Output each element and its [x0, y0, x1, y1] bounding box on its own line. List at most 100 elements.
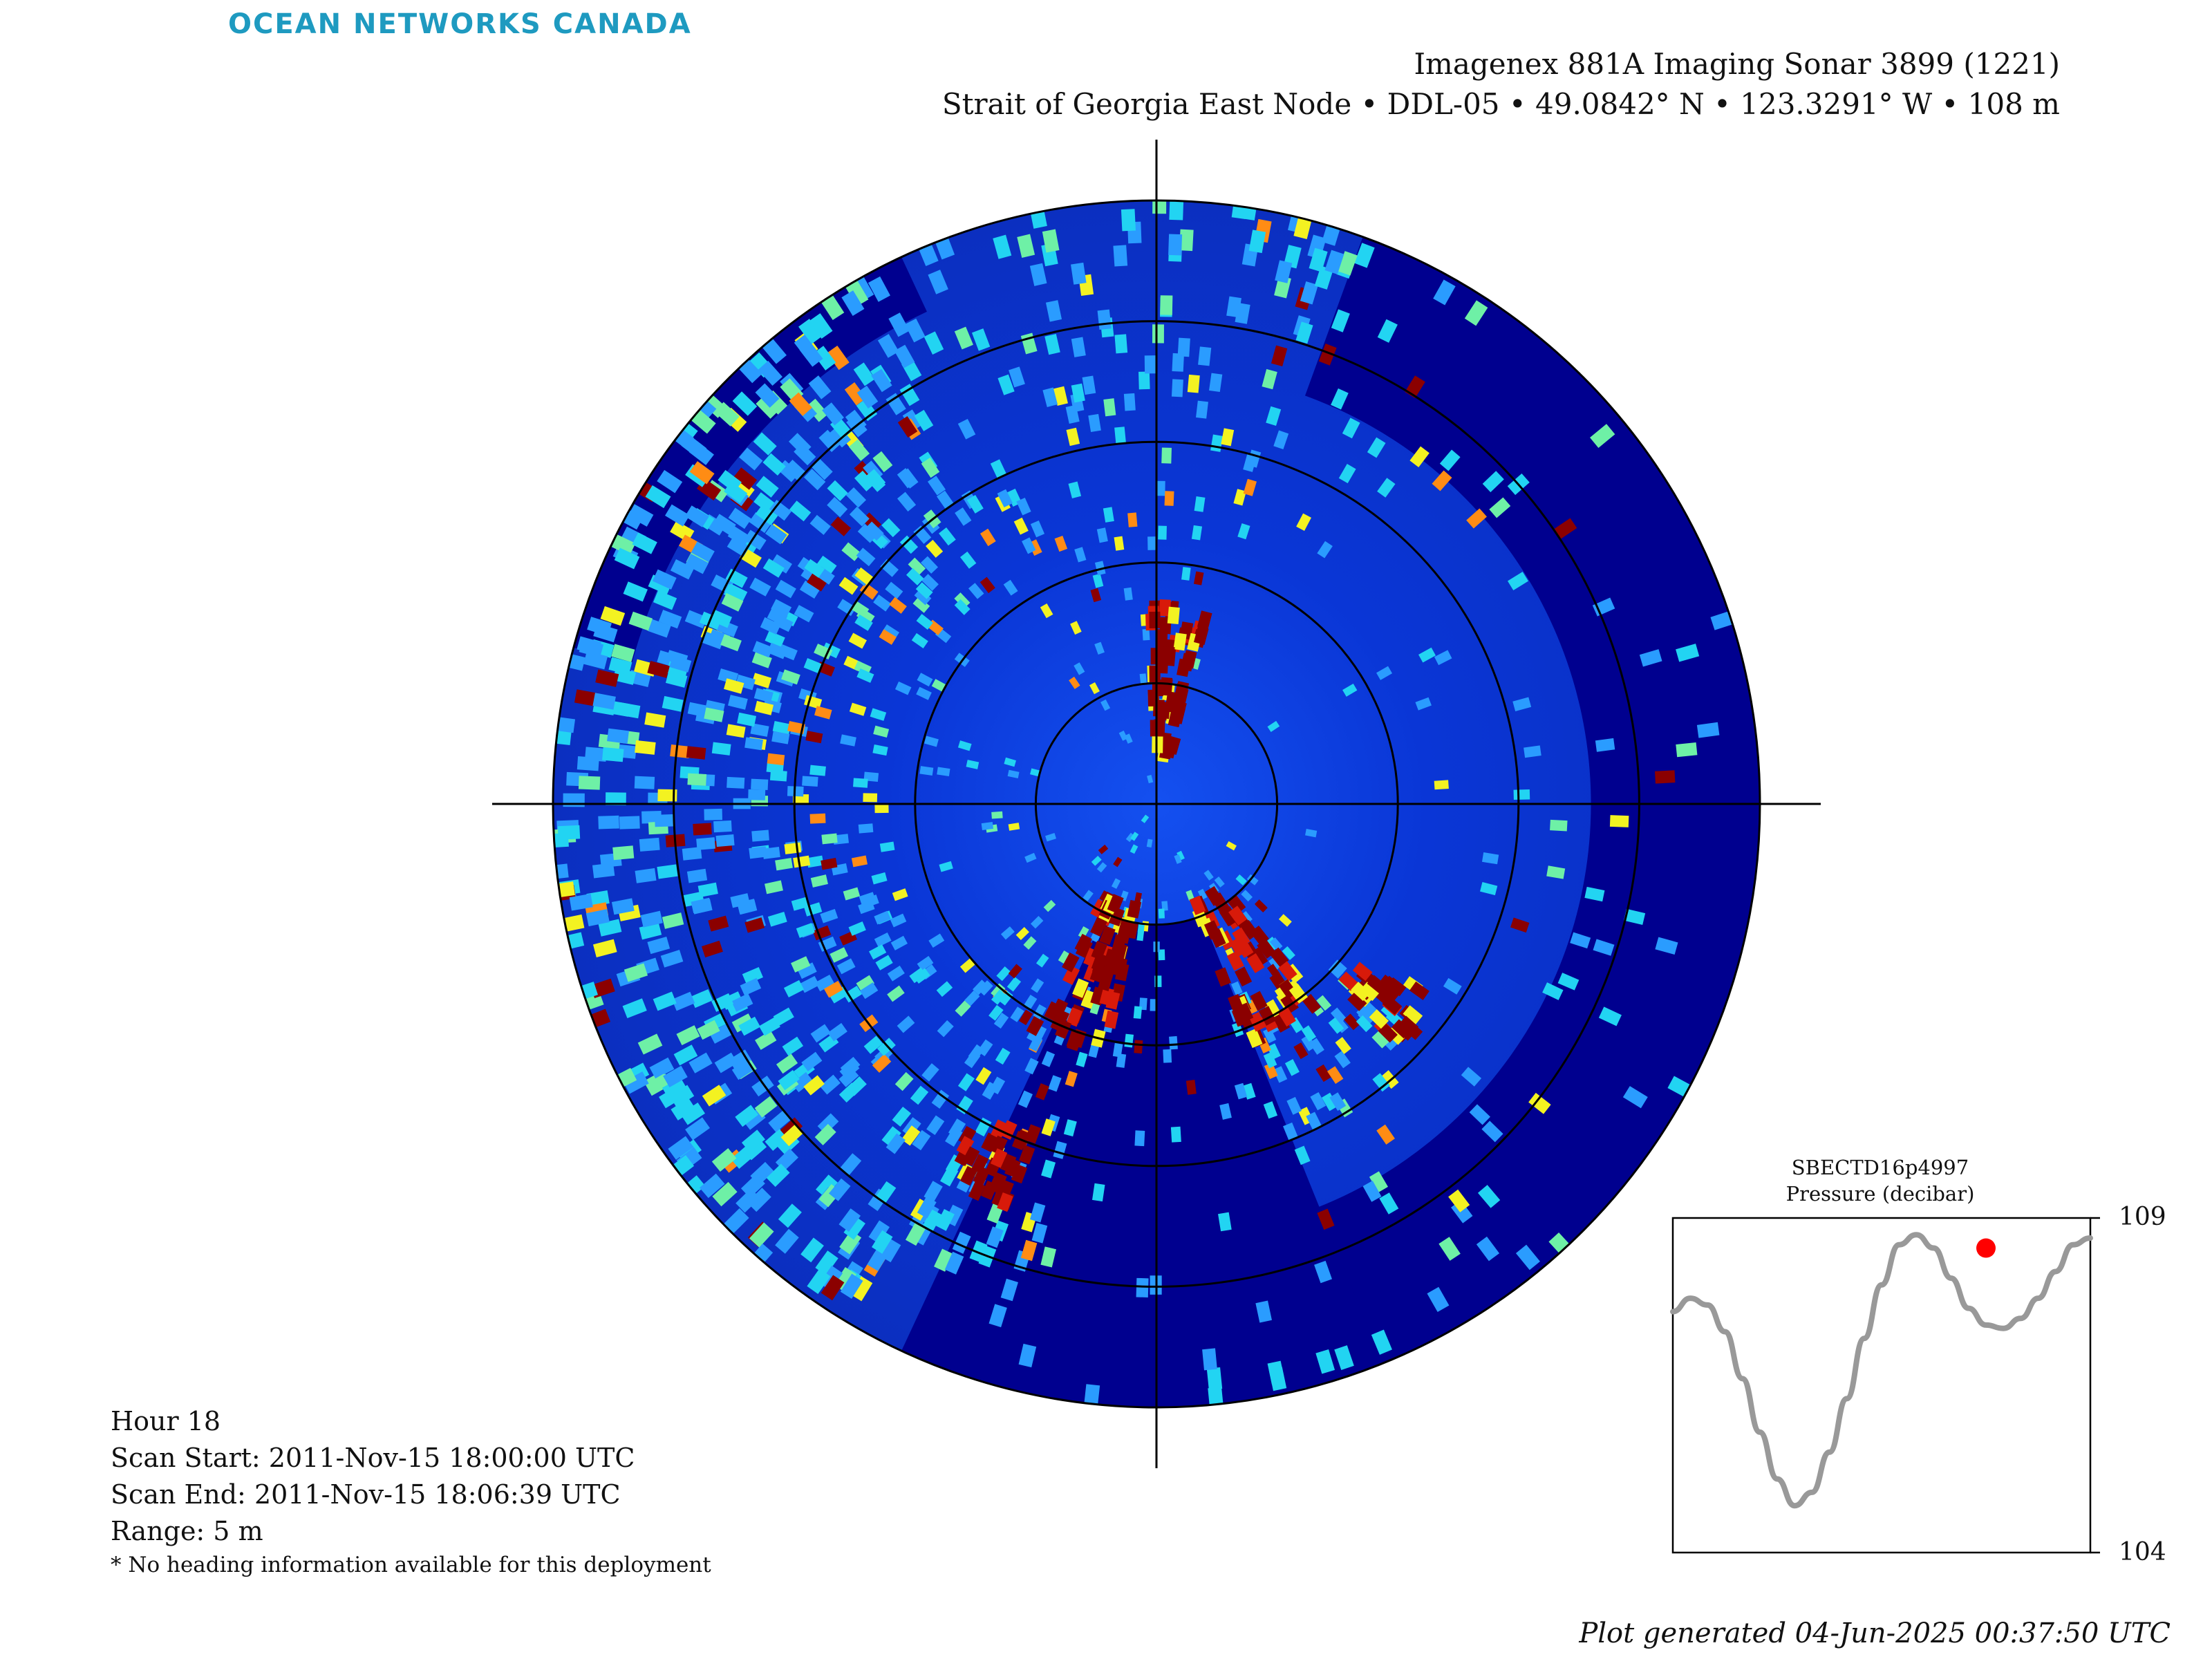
sonar-return-cell	[827, 496, 848, 518]
sonar-return-cell	[1377, 319, 1398, 343]
sonar-strong-return	[1382, 995, 1403, 1015]
sonar-return-cell	[788, 433, 812, 456]
sonar-return-cell	[969, 1240, 988, 1263]
sonar-return-cell	[1584, 886, 1605, 902]
sonar-return-cell	[1040, 603, 1053, 619]
sonar-strong-return	[1237, 1002, 1254, 1022]
sonar-return-cell	[754, 1096, 778, 1118]
sonar-return-cell	[657, 789, 677, 802]
sonar-return-cell	[905, 1223, 926, 1246]
sonar-strong-return	[1104, 1010, 1119, 1029]
sonar-return-cell	[988, 1304, 1007, 1328]
sonar-return-cell	[1316, 995, 1332, 1011]
sonar-return-cell	[778, 644, 798, 661]
sonar-return-cell	[926, 1115, 945, 1136]
sonar-return-cell	[1171, 379, 1183, 397]
sonar-strong-return	[1278, 961, 1297, 982]
sonar-return-cell	[1376, 666, 1393, 680]
sonar-return-cell	[928, 933, 945, 948]
sonar-strong-return	[1210, 892, 1230, 912]
sonar-strong-return	[1107, 894, 1124, 914]
sonar-return-cell	[1082, 890, 1094, 901]
sonar-return-cell	[611, 898, 635, 915]
sonar-return-cell	[1377, 478, 1396, 498]
sonar-return-cell	[1042, 387, 1058, 407]
sonar-return-cell	[908, 557, 926, 576]
sonar-return-cell	[1113, 245, 1128, 267]
sonar-return-cell	[931, 1089, 950, 1109]
sonar-return-cell	[844, 382, 867, 406]
onc-logo: OCEAN NETWORKS CANADA	[228, 8, 692, 40]
sonar-return-cell	[1448, 1189, 1470, 1212]
sonar-return-cell	[843, 1216, 865, 1240]
sonar-return-cell	[623, 1071, 649, 1094]
sonar-return-cell	[1331, 309, 1350, 332]
sonar-return-cell	[659, 1086, 684, 1109]
sonar-return-cell	[808, 375, 832, 400]
sonar-return-cell	[1089, 682, 1100, 695]
sonar-return-cell	[1434, 780, 1449, 790]
sonar-return-cell	[897, 1015, 915, 1033]
sonar-return-cell	[598, 815, 619, 830]
sonar-return-cell	[921, 458, 940, 478]
sonar-return-cell	[1342, 683, 1358, 697]
sonar-return-cell	[676, 1025, 700, 1046]
sonar-return-cell	[1177, 850, 1185, 861]
sonar-return-cell	[1130, 832, 1139, 841]
sonar-return-cell	[1372, 1073, 1390, 1092]
sonar-return-cell	[690, 988, 713, 1009]
sonar-return-cell	[721, 592, 744, 612]
sonar-return-cell	[888, 312, 910, 337]
sonar-return-cell	[1142, 628, 1150, 641]
sonar-return-cell	[1094, 641, 1105, 655]
sonar-return-cell	[1031, 978, 1044, 993]
sonar-return-cell	[1379, 1192, 1399, 1215]
sonar-return-cell	[1114, 427, 1126, 444]
sonar-return-cell	[1054, 535, 1068, 552]
sonar-return-cell	[911, 632, 928, 648]
sonar-return-cell	[1172, 353, 1184, 372]
sonar-return-cell	[728, 507, 752, 529]
sonar-strong-return	[981, 1132, 999, 1152]
sonar-return-cell	[1234, 1082, 1248, 1100]
sonar-return-cell	[822, 402, 844, 426]
sonar-return-cell	[765, 630, 785, 648]
sonar-return-cell	[773, 1007, 794, 1027]
sonar-return-cell	[766, 1163, 790, 1188]
sonar-return-cell	[801, 1051, 823, 1071]
sonar-return-cell	[715, 834, 735, 847]
sonar-return-cell	[1029, 1202, 1046, 1223]
sonar-return-cell	[577, 636, 601, 655]
sonar-return-cell	[1017, 234, 1035, 259]
sonar-return-cell	[1293, 214, 1313, 240]
sonar-return-cell	[665, 671, 688, 688]
sonar-return-cell	[877, 334, 899, 358]
sonar-return-cell	[843, 887, 861, 901]
sonar-return-cell	[816, 1174, 838, 1198]
sonar-return-cell	[755, 383, 780, 408]
sonar-return-cell	[971, 328, 991, 351]
sonar-return-cell	[1111, 878, 1121, 889]
sonar-return-cell	[956, 1095, 973, 1115]
sonar-return-cell	[1415, 697, 1432, 711]
sonar-strong-return	[990, 1148, 1008, 1168]
sonar-return-cell	[1300, 281, 1318, 305]
sonar-return-cell	[1003, 579, 1018, 596]
sonar-return-cell	[749, 512, 772, 534]
sonar-return-cell	[1174, 854, 1182, 864]
sonar-return-cell	[574, 689, 599, 707]
sonar-return-cell	[758, 1017, 780, 1036]
sonar-return-cell	[685, 1117, 711, 1141]
sonar-return-cell	[1187, 374, 1200, 393]
sonar-return-cell	[968, 583, 984, 599]
sonar-return-cell	[935, 1209, 955, 1231]
sonar-return-cell	[1305, 828, 1318, 838]
sonar-return-cell	[821, 1275, 845, 1301]
sonar-strong-return	[1229, 937, 1248, 957]
sonar-return-cell	[749, 577, 771, 597]
sonar-strong-return	[991, 1135, 1008, 1156]
sonar-return-cell	[778, 1203, 802, 1228]
sonar-return-cell	[881, 518, 901, 538]
sonar-return-cell	[583, 650, 608, 670]
sonar-return-cell	[1342, 418, 1360, 439]
